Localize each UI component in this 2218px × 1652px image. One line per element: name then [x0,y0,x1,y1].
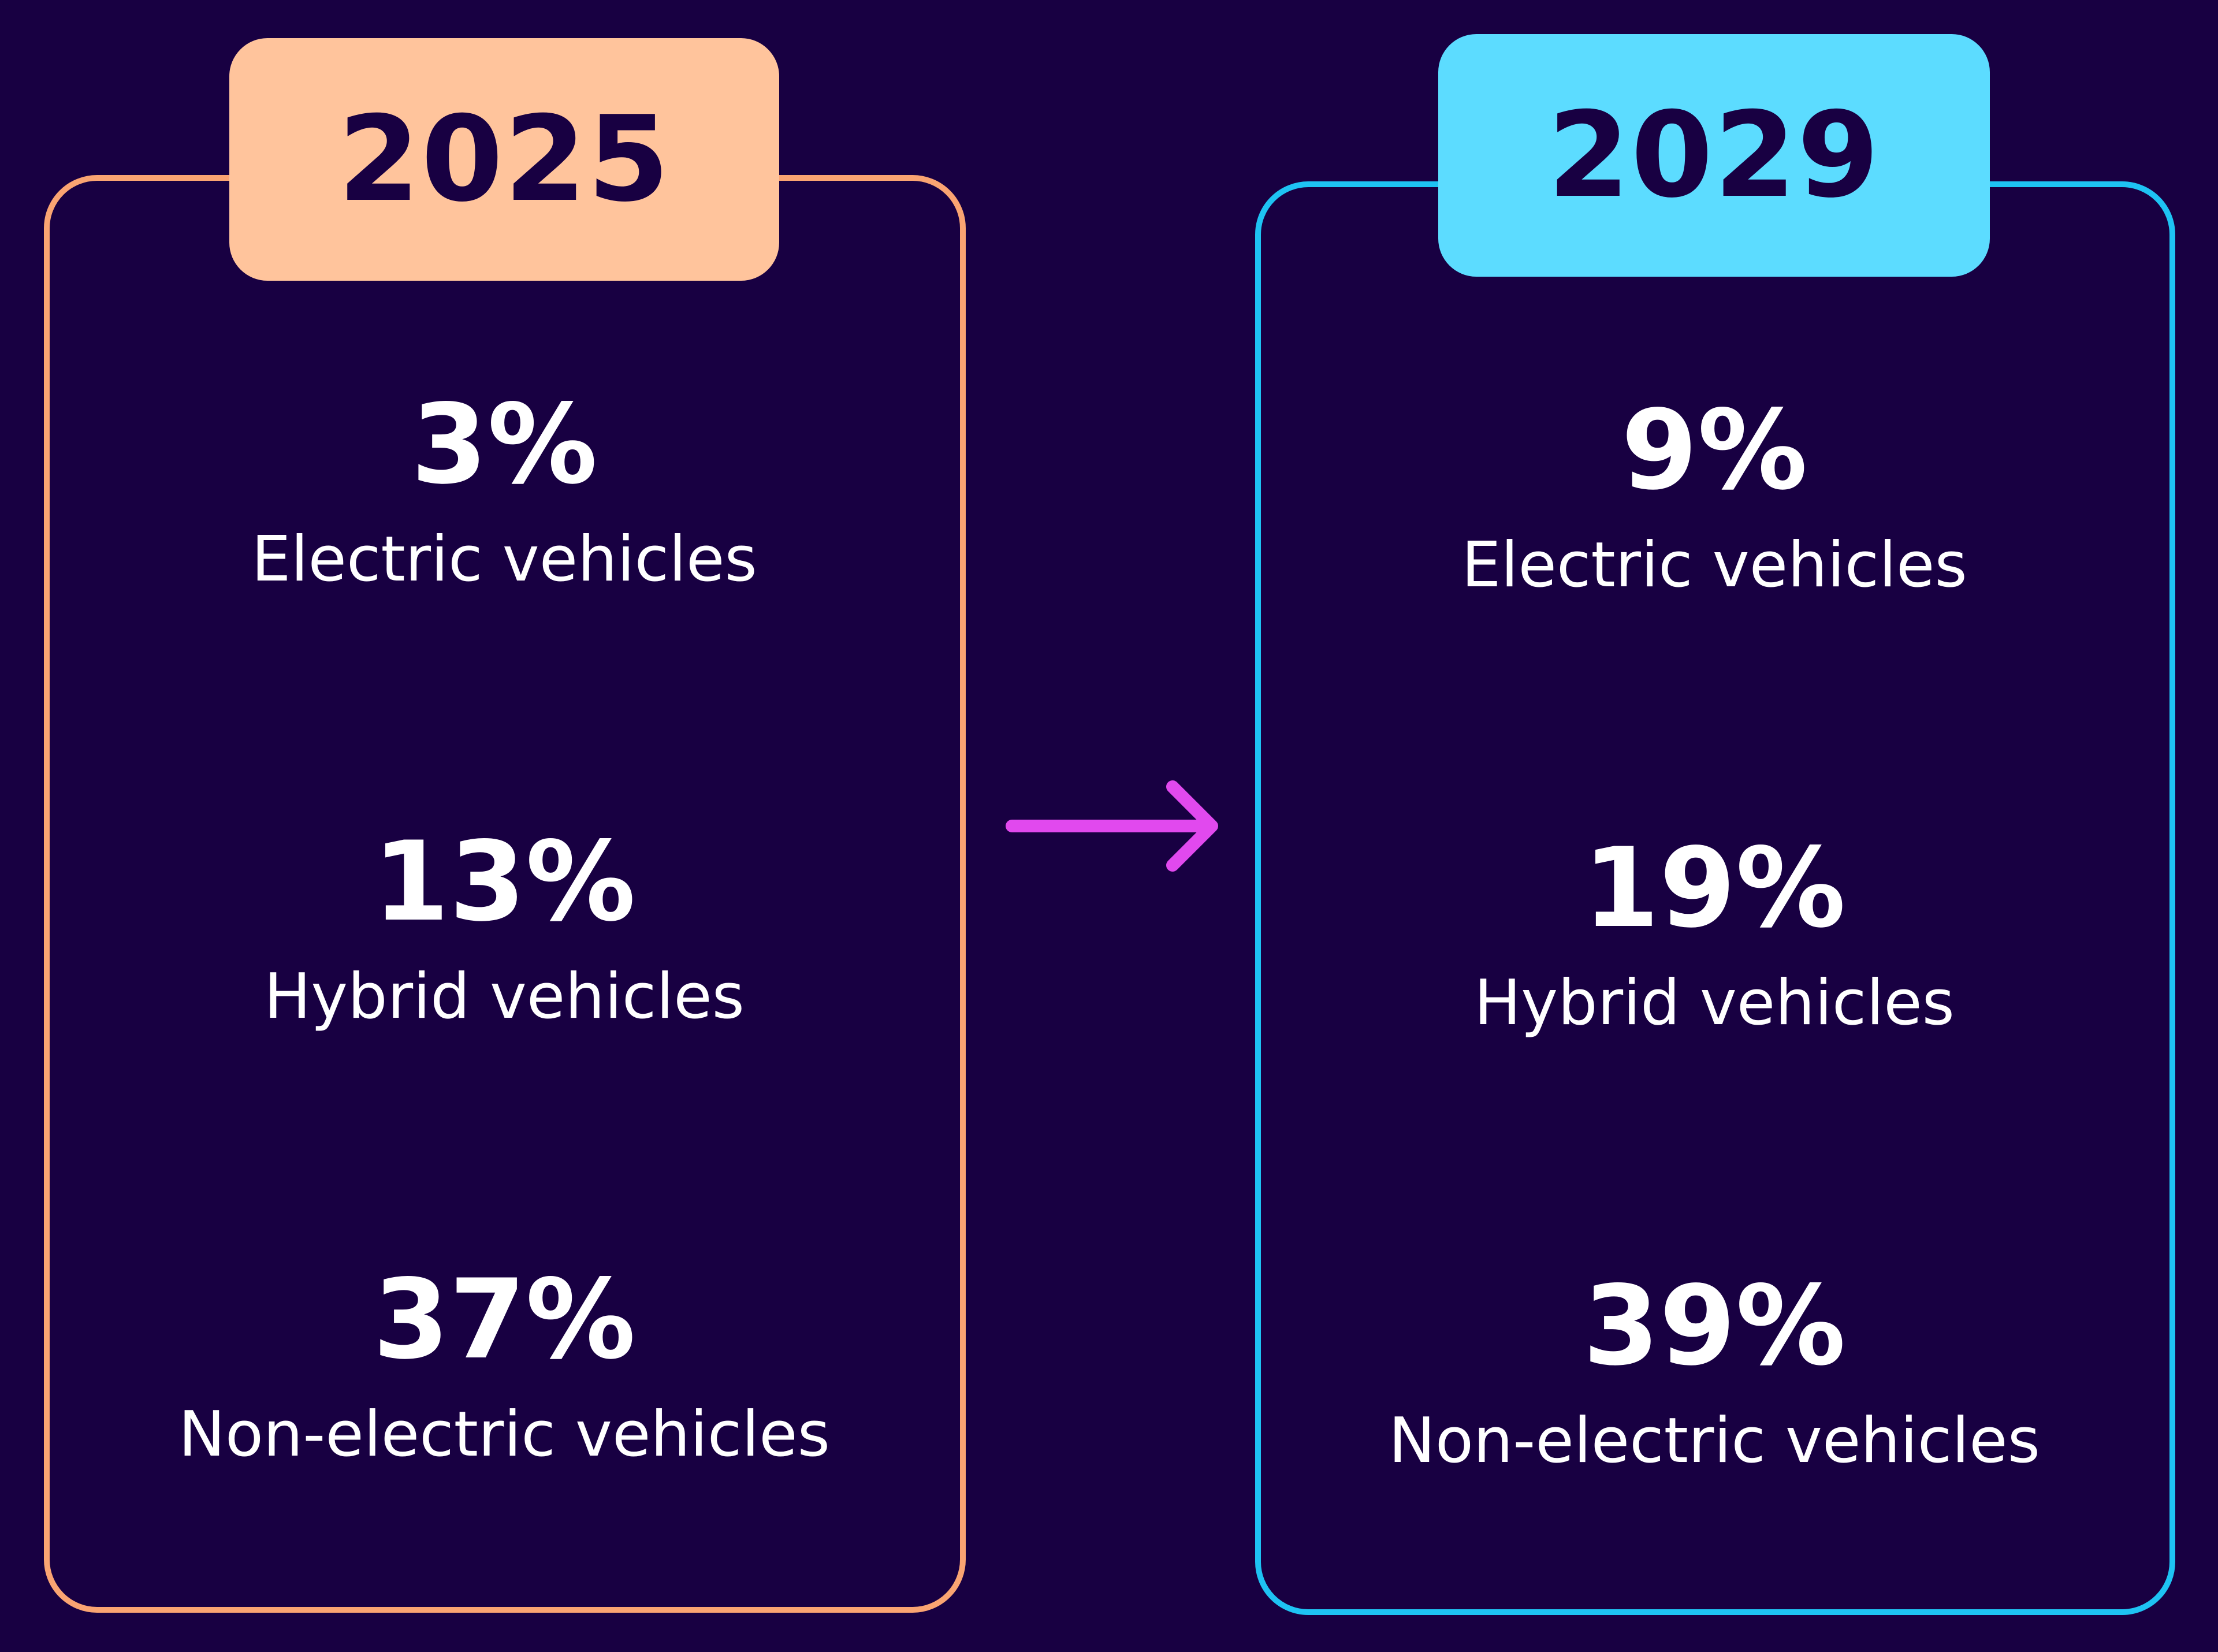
stat-non-electric-2025: 37% Non-electric vehicles [158,1256,851,1472]
stat-electric-2029: 9% Electric vehicles [1368,387,2061,603]
year-badge-2025: 2025 [229,38,779,281]
stat-hybrid-2029: 19% Hybrid vehicles [1368,825,2061,1041]
stat-value: 9% [1621,386,1808,514]
stat-value: 13% [373,818,636,946]
stat-label: Hybrid vehicles [264,961,745,1033]
stat-value: 37% [373,1256,636,1383]
arrow-right-icon [1006,780,1218,872]
year-badge-2029: 2029 [1438,34,1990,277]
stat-hybrid-2025: 13% Hybrid vehicles [158,818,851,1035]
stat-value: 3% [411,381,598,508]
stat-label: Non-electric vehicles [1389,1405,2040,1477]
stat-label: Non-electric vehicles [178,1398,830,1471]
stat-value: 39% [1583,1262,1846,1390]
stat-non-electric-2029: 39% Non-electric vehicles [1368,1263,2061,1479]
stat-label: Hybrid vehicles [1474,967,1955,1039]
stat-label: Electric vehicles [251,523,757,596]
stat-label: Electric vehicles [1461,529,1967,601]
stat-electric-2025: 3% Electric vehicles [158,381,851,597]
stat-value: 19% [1583,824,1846,952]
